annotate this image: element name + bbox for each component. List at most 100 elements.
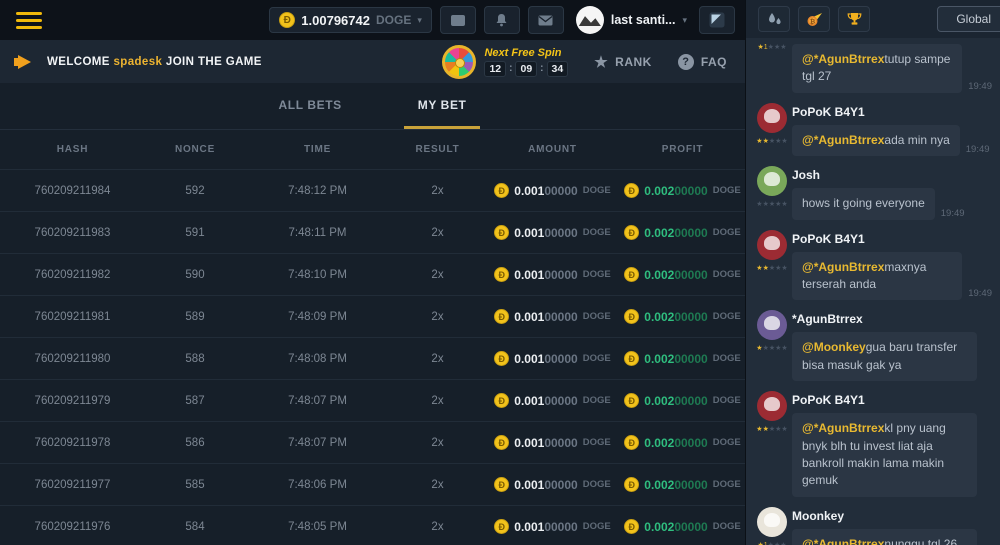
table-row[interactable]: 760209211983 591 7:48:11 PM 2x Ð 0.00100… xyxy=(0,212,745,254)
rank-link[interactable]: ★ RANK xyxy=(594,53,652,71)
bet-amount: Ð 0.00100000 DOGE xyxy=(485,183,620,198)
table-row[interactable]: 760209211984 592 7:48:12 PM 2x Ð 0.00100… xyxy=(0,170,745,212)
chat-bubble: @Moonkeygua baru transfer bisa masuk gak… xyxy=(792,332,977,382)
table-row[interactable]: 760209211979 587 7:48:07 PM 2x Ð 0.00100… xyxy=(0,380,745,422)
chat-timestamp: 19:49 xyxy=(968,80,992,92)
chat-text: nunggu tgl 26 baru masuk 😉 xyxy=(884,536,958,545)
table-row[interactable]: 760209211978 586 7:48:07 PM 2x Ð 0.00100… xyxy=(0,422,745,464)
tab-all-bets[interactable]: ALL BETS xyxy=(278,97,342,112)
bets-table: HASH NONCE TIME RESULT AMOUNT PROFIT 760… xyxy=(0,130,745,545)
bet-hash: 760209211980 xyxy=(34,352,111,365)
chat-username: PoPoK B4Y1 xyxy=(792,393,865,408)
column-header-result: RESULT xyxy=(415,144,460,155)
bet-hash: 760209211983 xyxy=(34,226,111,239)
panel-toggle-icon xyxy=(709,12,725,28)
doge-coin-icon: Ð xyxy=(624,351,640,366)
mention-tag[interactable]: @*AgunBtrrex xyxy=(802,421,885,436)
bet-amount: Ð 0.00100000 DOGE xyxy=(485,309,620,324)
bet-profit: Ð 0.00200000 DOGE xyxy=(620,183,745,198)
chat-message: ★★★★★ PoPoK B4Y1 @*AgunBtrrexkl pny uang… xyxy=(752,391,992,497)
balance-selector[interactable]: Ð 1.00796742 DOGE ▾ xyxy=(269,7,432,33)
megaphone-icon xyxy=(14,54,31,69)
chat-username: PoPoK B4Y1 xyxy=(792,104,865,119)
bet-nonce: 588 xyxy=(185,352,205,365)
free-spin-label: Next Free Spin xyxy=(484,46,562,59)
rain-icon xyxy=(767,12,782,26)
bet-time: 7:48:05 PM xyxy=(288,520,347,533)
chat-avatar xyxy=(757,229,787,260)
doge-coin-icon: Ð xyxy=(494,309,510,324)
timer-separator: : xyxy=(540,63,544,74)
chat-bubble: @*AgunBtrrextutup sampe tgl 27 xyxy=(792,44,963,93)
tab-my-bet[interactable]: MY BET xyxy=(403,83,481,129)
contest-button[interactable] xyxy=(838,6,870,32)
chat-timestamp: 19:49 xyxy=(965,144,990,156)
wallet-button[interactable] xyxy=(439,6,476,34)
user-rating-stars: ★★★★★ xyxy=(756,137,788,145)
hamburger-menu-icon[interactable] xyxy=(16,8,42,33)
bet-time: 7:48:10 PM xyxy=(288,268,347,281)
bet-result: 2x xyxy=(431,184,444,197)
free-spin-widget[interactable]: Next Free Spin 12 : 09 : 34 xyxy=(442,44,569,79)
chat-avatar xyxy=(757,310,787,341)
notifications-button[interactable] xyxy=(483,6,520,34)
bet-hash: 760209211984 xyxy=(34,184,111,197)
table-header-row: HASH NONCE TIME RESULT AMOUNT PROFIT xyxy=(0,130,745,170)
doge-coin-icon: Ð xyxy=(494,393,510,408)
chat-panel: ₿ Global ★1★★★ @*Ag xyxy=(745,0,1000,545)
bet-profit: Ð 0.00200000 DOGE xyxy=(620,519,745,534)
chat-toggle-button[interactable] xyxy=(699,6,735,34)
doge-coin-icon: Ð xyxy=(624,309,640,324)
bet-amount: Ð 0.00100000 DOGE xyxy=(485,519,620,534)
fireball-icon: ₿ xyxy=(806,12,823,27)
table-row[interactable]: 760209211980 588 7:48:08 PM 2x Ð 0.00100… xyxy=(0,338,745,380)
doge-coin-icon: Ð xyxy=(624,477,640,492)
chat-text: ada min nya xyxy=(884,132,950,147)
rank-label: RANK xyxy=(615,54,652,69)
svg-text:₿: ₿ xyxy=(809,17,814,25)
faq-link[interactable]: ? FAQ xyxy=(677,53,727,70)
welcome-banner: WELCOME spadesk JOIN THE GAME Next Free … xyxy=(0,40,745,83)
rain-button[interactable] xyxy=(758,6,790,32)
table-row[interactable]: 760209211981 589 7:48:09 PM 2x Ð 0.00100… xyxy=(0,296,745,338)
chat-channel-button[interactable]: Global xyxy=(937,6,1000,32)
timer-seconds: 34 xyxy=(546,60,569,77)
user-rating-stars: ★1★★★ xyxy=(757,44,787,51)
bet-nonce: 592 xyxy=(185,184,205,197)
bet-nonce: 587 xyxy=(185,394,205,407)
coin-flip-button[interactable]: ₿ xyxy=(798,6,830,32)
table-row[interactable]: 760209211982 590 7:48:10 PM 2x Ð 0.00100… xyxy=(0,254,745,296)
bell-icon xyxy=(495,13,508,27)
main-panel: Ð 1.00796742 DOGE ▾ xyxy=(0,0,745,545)
chat-username: Josh xyxy=(792,168,821,183)
wallet-icon xyxy=(450,14,466,27)
table-row[interactable]: 760209211977 585 7:48:06 PM 2x Ð 0.00100… xyxy=(0,464,745,506)
mention-tag[interactable]: @*AgunBtrrex xyxy=(802,259,885,274)
question-icon: ? xyxy=(677,53,694,70)
doge-coin-icon: Ð xyxy=(624,393,640,408)
user-rating-stars: ★★★★★ xyxy=(756,201,788,209)
mention-tag[interactable]: @*AgunBtrrex xyxy=(802,52,885,66)
balance-currency: DOGE xyxy=(375,13,412,27)
star-icon: ★ xyxy=(594,53,609,71)
messages-button[interactable] xyxy=(527,6,564,34)
column-header-nonce: NONCE xyxy=(174,144,216,155)
user-rating-stars: ★1★★★ xyxy=(758,542,787,545)
table-row[interactable]: 760209211976 584 7:48:05 PM 2x Ð 0.00100… xyxy=(0,506,745,545)
doge-coin-icon: Ð xyxy=(624,519,640,534)
mention-tag[interactable]: @*AgunBtrrex xyxy=(802,536,885,545)
doge-coin-icon: Ð xyxy=(494,351,510,366)
chat-text: gua baru transfer bisa masuk gak ya xyxy=(802,340,958,372)
chat-messages[interactable]: ★1★★★ @*AgunBtrrextutup sampe tgl 27 19:… xyxy=(746,38,1000,545)
bet-hash: 760209211982 xyxy=(34,268,111,281)
bet-profit: Ð 0.00200000 DOGE xyxy=(620,267,745,282)
mention-tag[interactable]: @*AgunBtrrex xyxy=(802,132,885,147)
bet-result: 2x xyxy=(431,352,444,365)
user-menu[interactable]: last santi... ▾ xyxy=(575,6,687,34)
timer-separator: : xyxy=(509,63,513,74)
chevron-down-icon: ▾ xyxy=(417,14,422,25)
timer-hours: 12 xyxy=(484,60,507,77)
mention-tag[interactable]: @Moonkey xyxy=(802,340,866,355)
bet-time: 7:48:08 PM xyxy=(288,352,347,365)
